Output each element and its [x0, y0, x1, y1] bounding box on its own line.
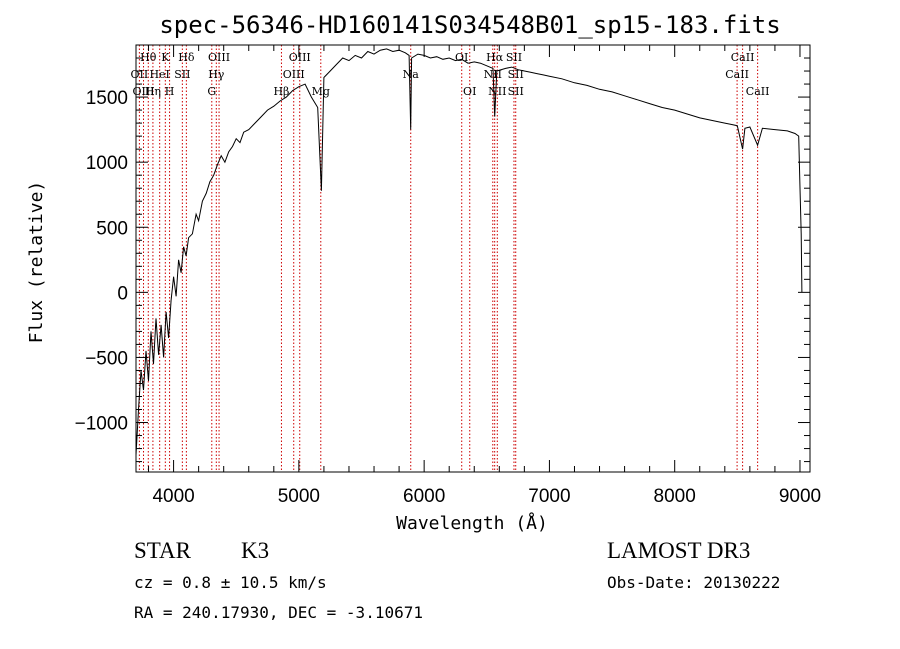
- y-tick-label: 1500: [86, 88, 128, 109]
- line-marker-label: Hβ: [273, 85, 289, 98]
- x-tick-label: 9000: [779, 486, 821, 507]
- line-marker-label: NII: [488, 85, 506, 98]
- y-axis: −1000 −500 0 500 1000 1500: [75, 57, 810, 463]
- y-tick-label: −500: [85, 348, 128, 369]
- y-tick-label: −1000: [75, 414, 128, 435]
- survey-name: LAMOST DR3: [607, 538, 751, 563]
- line-marker-label: Hα: [486, 51, 504, 64]
- line-marker-label: K: [161, 51, 170, 64]
- line-marker-label: SII: [508, 68, 524, 81]
- spectrum-series-line: [135, 48, 803, 456]
- x-tick-label: 6000: [403, 486, 445, 507]
- line-marker-label: G: [207, 85, 216, 98]
- line-marker-label: OIII: [208, 51, 230, 64]
- line-marker-label: CaII: [731, 51, 755, 64]
- y-tick-label: 0: [117, 283, 128, 304]
- chart-title: spec-56346-HD160141S034548B01_sp15-183.f…: [159, 11, 780, 39]
- observation-date: Obs-Date: 20130222: [607, 573, 781, 592]
- line-marker-label: OII: [131, 68, 149, 81]
- line-marker-label: OI: [463, 85, 476, 98]
- line-marker-label: OIII: [283, 68, 305, 81]
- line-marker-label: HeI: [149, 68, 169, 81]
- x-axis-label: Wavelength (Å): [396, 512, 548, 534]
- line-marker-label: SII: [508, 85, 524, 98]
- line-marker-label: H: [165, 85, 175, 98]
- line-marker-label: Hδ: [178, 51, 195, 64]
- line-marker-label: OIII: [289, 51, 311, 64]
- x-tick-label: 8000: [654, 486, 696, 507]
- x-axis: 4000 5000 6000 7000 8000 9000: [148, 45, 821, 507]
- object-class: STAR: [134, 538, 191, 563]
- y-axis-label: Flux (relative): [26, 181, 47, 344]
- redshift-cz: cz = 0.8 ± 10.5 km/s: [134, 573, 327, 592]
- line-marker-label: CaII: [746, 85, 770, 98]
- line-marker-lines: [138, 45, 759, 472]
- x-tick-label: 7000: [528, 486, 570, 507]
- line-marker-label: OIII: [132, 85, 154, 98]
- y-tick-label: 1000: [86, 153, 128, 174]
- plot-frame: [135, 44, 811, 473]
- line-marker-label: Mg: [312, 85, 330, 98]
- line-marker-label: SII: [506, 51, 522, 64]
- line-marker-label: CaII: [725, 68, 749, 81]
- line-marker-label: Hθ: [140, 51, 157, 64]
- line-marker-label: Hγ: [208, 68, 225, 81]
- coordinates: RA = 240.17930, DEC = -3.10671: [134, 603, 423, 622]
- line-marker-label: Hη: [145, 85, 161, 98]
- line-marker-label: SII: [174, 68, 190, 81]
- line-marker-label: OI: [455, 51, 468, 64]
- x-tick-label: 5000: [278, 486, 320, 507]
- spectral-subclass: K3: [241, 538, 270, 563]
- y-tick-label: 500: [96, 218, 128, 239]
- x-tick-label: 4000: [152, 486, 194, 507]
